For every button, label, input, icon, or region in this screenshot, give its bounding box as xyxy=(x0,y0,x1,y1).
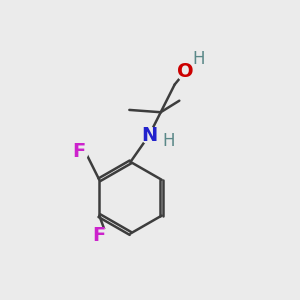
Text: H: H xyxy=(193,50,205,68)
Text: H: H xyxy=(163,132,175,150)
Text: O: O xyxy=(177,62,194,81)
Text: F: F xyxy=(92,226,106,244)
Text: N: N xyxy=(141,126,157,145)
Text: F: F xyxy=(73,142,86,161)
